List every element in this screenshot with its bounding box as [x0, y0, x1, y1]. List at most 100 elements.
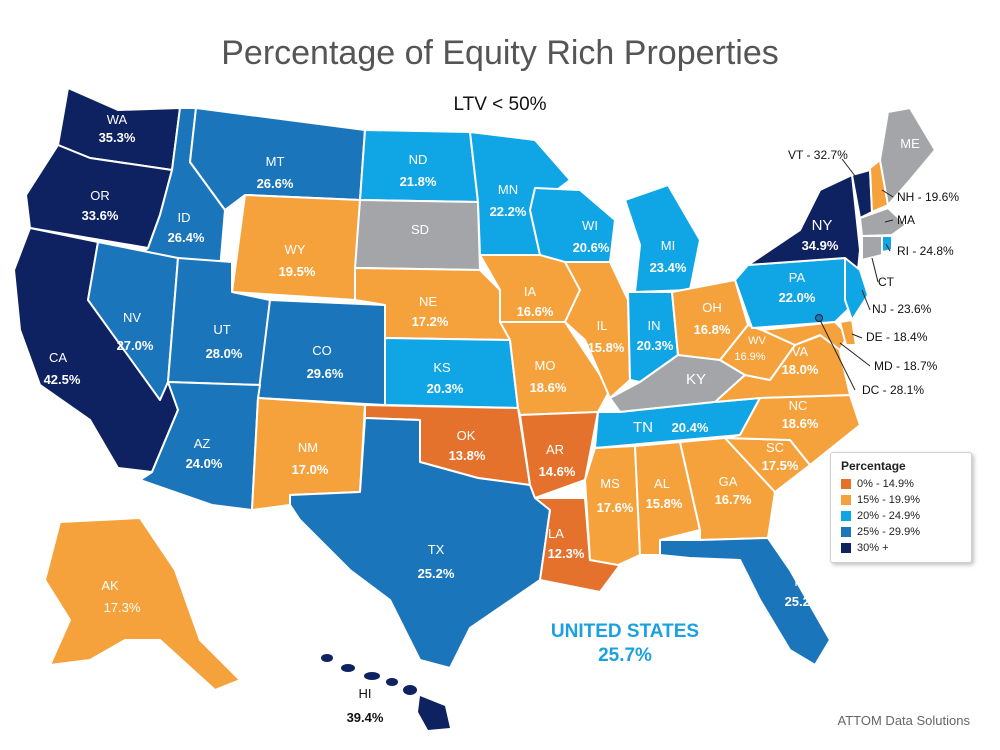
state-hi[interactable] — [321, 654, 450, 730]
state-md[interactable] — [761, 321, 849, 351]
label-al: AL — [654, 476, 670, 491]
label-ak: AK — [101, 578, 119, 593]
map-subtitle: LTV < 50% — [453, 94, 547, 115]
value-sc: 17.5% — [762, 458, 799, 473]
value-pa: 22.0% — [779, 290, 816, 305]
value-tx: 25.2% — [418, 566, 455, 581]
label-ms: MS — [600, 476, 620, 491]
label-ia: IA — [524, 284, 537, 299]
label-nc: NC — [789, 398, 808, 413]
label-mi: MI — [661, 238, 675, 253]
label-ut: UT — [213, 322, 230, 337]
state-fl[interactable] — [659, 537, 831, 666]
state-ar[interactable] — [519, 411, 599, 499]
value-in: 20.3% — [637, 338, 674, 353]
legend-swatch — [841, 543, 851, 553]
value-mi: 23.4% — [650, 260, 687, 275]
state-ny[interactable] — [747, 174, 861, 271]
value-al: 15.8% — [646, 496, 683, 511]
legend-label: 15% - 19.9% — [857, 494, 920, 506]
legend-swatch — [841, 527, 851, 537]
legend-label: 0% - 14.9% — [857, 478, 914, 490]
value-ut: 28.0% — [206, 346, 243, 361]
value-nv: 27.0% — [117, 338, 154, 353]
value-nd: 21.8% — [400, 174, 437, 189]
label-ky: KY — [686, 371, 706, 388]
callout-dc: DC - 28.1% — [862, 383, 924, 397]
value-tn: 20.4% — [672, 420, 709, 435]
label-la: LA — [548, 526, 564, 541]
us-total-label: UNITED STATES — [550, 621, 700, 642]
label-tx: TX — [428, 542, 445, 557]
state-ct[interactable] — [861, 235, 883, 261]
label-ne: NE — [419, 294, 437, 309]
value-mn: 22.2% — [490, 204, 527, 219]
value-ca: 42.5% — [44, 372, 81, 387]
value-mt: 26.6% — [257, 176, 294, 191]
value-az: 24.0% — [186, 456, 223, 471]
state-ma[interactable] — [859, 207, 907, 237]
dc-marker[interactable] — [815, 314, 823, 322]
legend-item: 20% - 24.9% — [841, 508, 963, 524]
legend-swatch — [841, 479, 851, 489]
legend-item: 0% - 14.9% — [841, 476, 963, 492]
callout-de: DE - 18.4% — [866, 330, 928, 344]
value-oh: 16.8% — [694, 322, 731, 337]
label-va: VA — [792, 344, 809, 359]
value-ne: 17.2% — [412, 314, 449, 329]
value-la: 12.3% — [548, 546, 585, 561]
state-nj[interactable] — [844, 257, 869, 321]
label-wa: WA — [107, 112, 128, 127]
legend-label: 20% - 24.9% — [857, 510, 920, 522]
label-mo: MO — [535, 358, 556, 373]
state-ri[interactable] — [881, 235, 893, 253]
label-pa: PA — [789, 270, 806, 285]
value-nc: 18.6% — [782, 416, 819, 431]
state-tx[interactable] — [289, 417, 551, 669]
label-or: OR — [90, 188, 110, 203]
callout-nj: NJ - 23.6% — [872, 302, 932, 316]
value-wi: 20.6% — [573, 240, 610, 255]
us-total: UNITED STATES 25.7% — [520, 620, 730, 668]
legend-label: 25% - 29.9% — [857, 526, 920, 538]
value-ny: 34.9% — [802, 238, 839, 253]
callout-nh: NH - 19.6% — [897, 190, 959, 204]
legend-swatch — [841, 495, 851, 505]
state-nv[interactable] — [87, 241, 179, 401]
state-az[interactable] — [139, 381, 261, 511]
callout-ri: RI - 24.8% — [897, 244, 954, 258]
label-ok: OK — [457, 428, 476, 443]
label-mn: MN — [498, 182, 518, 197]
value-or: 33.6% — [82, 208, 119, 223]
value-id: 26.4% — [168, 230, 205, 245]
legend-item: 15% - 19.9% — [841, 492, 963, 508]
state-ak[interactable] — [44, 517, 241, 691]
legend: Percentage 0% - 14.9% 15% - 19.9% 20% - 24… — [830, 452, 972, 563]
label-wi: WI — [582, 218, 598, 233]
callout-ct: CT — [878, 275, 895, 289]
value-co: 29.6% — [307, 366, 344, 381]
value-ga: 16.7% — [715, 492, 752, 507]
value-wy: 19.5% — [279, 264, 316, 279]
label-in: IN — [648, 318, 661, 333]
state-de[interactable] — [839, 319, 857, 346]
legend-label: 30% + — [857, 542, 889, 554]
label-ks: KS — [433, 360, 451, 375]
label-ny: NY — [812, 217, 833, 234]
label-nd: ND — [409, 152, 428, 167]
callout-ma: MA — [897, 213, 915, 227]
legend-swatch — [841, 511, 851, 521]
value-ms: 17.6% — [597, 500, 634, 515]
label-ca: CA — [49, 350, 67, 365]
state-me[interactable] — [879, 107, 936, 206]
value-va: 18.0% — [782, 362, 819, 377]
value-ak: 17.3% — [104, 600, 141, 615]
value-fl: 25.2% — [785, 594, 822, 609]
label-co: CO — [312, 343, 332, 358]
label-ar: AR — [546, 442, 564, 457]
label-id: ID — [178, 210, 191, 225]
value-wv: 16.9% — [734, 351, 765, 363]
label-ga: GA — [719, 474, 738, 489]
callout-lines — [819, 158, 894, 391]
state-ks[interactable] — [384, 337, 519, 409]
